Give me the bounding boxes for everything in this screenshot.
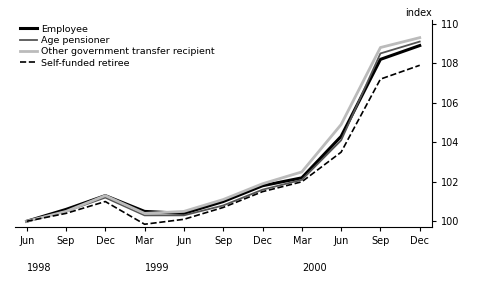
Employee xyxy=(63,208,69,211)
Employee xyxy=(299,176,305,179)
Employee xyxy=(24,220,30,223)
Age pensioner xyxy=(220,204,226,207)
Self-funded retiree xyxy=(220,206,226,209)
Employee xyxy=(102,194,108,197)
Other government transfer recipient xyxy=(102,194,108,197)
Other government transfer recipient xyxy=(63,210,69,213)
Age pensioner xyxy=(377,52,383,55)
Employee xyxy=(181,212,187,215)
Age pensioner xyxy=(142,214,148,217)
Age pensioner xyxy=(417,40,423,43)
Employee xyxy=(338,135,344,138)
Other government transfer recipient xyxy=(24,220,30,223)
Age pensioner xyxy=(299,178,305,181)
Other government transfer recipient xyxy=(181,210,187,213)
Self-funded retiree xyxy=(259,190,265,193)
Self-funded retiree xyxy=(63,212,69,215)
Self-funded retiree xyxy=(417,64,423,67)
Self-funded retiree xyxy=(338,151,344,154)
Other government transfer recipient xyxy=(417,36,423,39)
Other government transfer recipient xyxy=(377,46,383,49)
Self-funded retiree xyxy=(299,180,305,183)
Self-funded retiree xyxy=(181,218,187,221)
Self-funded retiree xyxy=(102,200,108,203)
Employee xyxy=(259,184,265,187)
Legend: Employee, Age pensioner, Other government transfer recipient, Self-funded retire: Employee, Age pensioner, Other governmen… xyxy=(20,25,215,68)
Self-funded retiree xyxy=(377,78,383,81)
Self-funded retiree xyxy=(24,220,30,223)
Text: index: index xyxy=(405,8,432,18)
Age pensioner xyxy=(24,220,30,223)
Age pensioner xyxy=(102,196,108,199)
Employee xyxy=(417,44,423,47)
Other government transfer recipient xyxy=(338,123,344,126)
Text: 2000: 2000 xyxy=(302,263,326,273)
Line: Employee: Employee xyxy=(27,45,420,221)
Self-funded retiree xyxy=(142,223,148,226)
Line: Age pensioner: Age pensioner xyxy=(27,41,420,221)
Other government transfer recipient xyxy=(220,198,226,201)
Text: 1999: 1999 xyxy=(145,263,169,273)
Line: Other government transfer recipient: Other government transfer recipient xyxy=(27,38,420,221)
Employee xyxy=(142,210,148,213)
Age pensioner xyxy=(259,188,265,191)
Other government transfer recipient xyxy=(142,212,148,215)
Age pensioner xyxy=(63,210,69,213)
Age pensioner xyxy=(181,214,187,217)
Age pensioner xyxy=(338,139,344,142)
Other government transfer recipient xyxy=(259,182,265,185)
Employee xyxy=(377,58,383,61)
Other government transfer recipient xyxy=(299,170,305,174)
Line: Self-funded retiree: Self-funded retiree xyxy=(27,65,420,224)
Employee xyxy=(220,200,226,203)
Text: 1998: 1998 xyxy=(27,263,51,273)
